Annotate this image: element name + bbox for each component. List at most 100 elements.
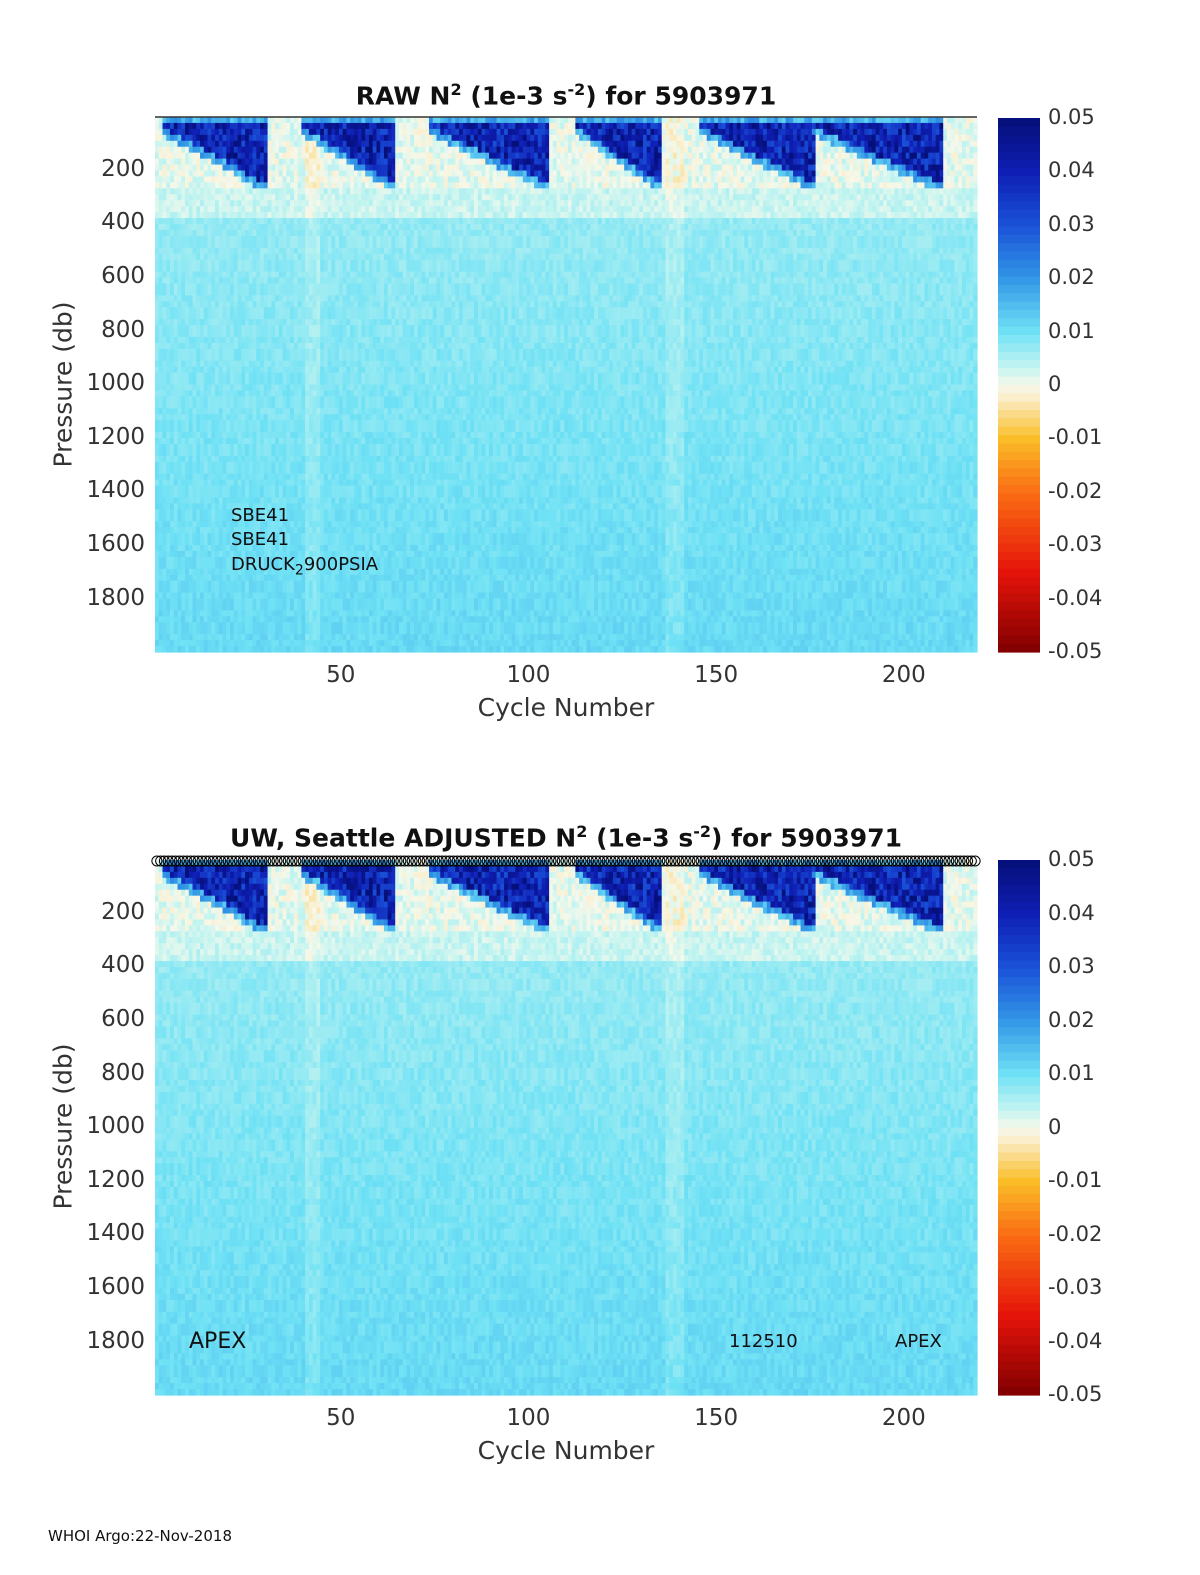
heatmap-cell (177, 253, 182, 261)
heatmap-cell (203, 586, 209, 594)
heatmap-cell (293, 568, 299, 576)
heatmap-cell (248, 194, 254, 201)
heatmap-cell (196, 509, 201, 516)
heatmap-cell (158, 527, 164, 534)
heatmap-cell (350, 253, 355, 261)
heatmap-cell (173, 295, 179, 302)
heatmap-cell (312, 420, 317, 427)
heatmap-cell (290, 556, 295, 564)
heatmap-cell (218, 366, 224, 374)
heatmap-cell (323, 158, 329, 166)
heatmap-cell (203, 628, 209, 635)
heatmap-cell (316, 354, 321, 362)
heatmap-cell (177, 473, 182, 481)
heatmap-cell (245, 265, 250, 273)
heatmap-cell (215, 449, 220, 457)
heatmap-cell (196, 194, 201, 201)
heatmap-cell (192, 188, 197, 195)
heatmap-cell (290, 360, 295, 368)
heatmap-cell (312, 235, 317, 243)
heatmap-cell (177, 515, 182, 522)
heatmap-cell (335, 396, 340, 403)
heatmap-cell (245, 122, 250, 130)
heatmap-cell (297, 414, 302, 421)
heatmap-cell (338, 283, 344, 290)
heatmap-cell (320, 354, 325, 362)
heatmap-cell (173, 325, 179, 332)
heatmap-cell (188, 390, 194, 397)
heatmap-cell (173, 426, 179, 433)
heatmap-cell (320, 485, 325, 493)
heatmap-cell (312, 604, 317, 611)
heatmap-cell (215, 188, 220, 195)
heatmap-cell (361, 235, 366, 243)
heatmap-cell (260, 241, 265, 249)
heatmap-cell (263, 646, 269, 653)
heatmap-cell (327, 218, 333, 225)
heatmap-cell (305, 610, 310, 617)
heatmap-cell (290, 182, 295, 189)
heatmap-cell (158, 122, 164, 130)
heatmap-cell (353, 586, 359, 594)
heatmap-cell (275, 420, 280, 427)
heatmap-cell (226, 229, 231, 237)
heatmap-cell (301, 461, 306, 469)
heatmap-cell (181, 319, 186, 326)
heatmap-cell (185, 134, 190, 142)
heatmap-cell (267, 152, 272, 160)
heatmap-cell (256, 378, 261, 386)
heatmap-cell (177, 354, 182, 362)
heatmap-cell (350, 580, 355, 588)
heatmap-cell (181, 622, 186, 629)
heatmap-cell (271, 128, 276, 136)
heatmap-cell (308, 271, 314, 279)
heatmap-cell (218, 176, 224, 183)
heatmap-cell (218, 152, 224, 160)
heatmap-cell (357, 170, 363, 178)
heatmap-cell (252, 402, 257, 409)
heatmap-cell (316, 443, 321, 451)
heatmap-cell (196, 628, 201, 635)
heatmap-cell (342, 212, 348, 219)
heatmap-cell (166, 396, 171, 403)
heatmap-cell (301, 527, 306, 534)
heatmap-cell (335, 634, 340, 641)
heatmap-cell (338, 348, 344, 356)
heatmap-cell (312, 539, 317, 546)
heatmap-cell (335, 229, 340, 237)
heatmap-cell (211, 307, 216, 314)
heatmap-cell (271, 319, 276, 326)
heatmap-cell (342, 592, 348, 600)
heatmap-cell (275, 146, 280, 154)
heatmap-cell (335, 128, 340, 136)
heatmap-cell (200, 378, 205, 386)
heatmap-cell (353, 527, 359, 534)
heatmap-cell (267, 194, 272, 201)
heatmap-cell (338, 247, 344, 255)
heatmap-cell (192, 122, 197, 130)
heatmap-cell (301, 580, 306, 588)
heatmap-cell (233, 360, 239, 368)
heatmap-cell (271, 342, 276, 350)
heatmap-cell (282, 533, 287, 540)
heatmap-cell (215, 134, 220, 142)
heatmap-cell (158, 307, 164, 314)
heatmap-cell (357, 438, 363, 445)
heatmap-cell (211, 360, 216, 368)
heatmap-cell (237, 568, 242, 576)
heatmap-cell (230, 574, 235, 582)
heatmap-cell (215, 360, 220, 368)
heatmap-cell (256, 188, 261, 195)
heatmap-cell (173, 307, 179, 314)
heatmap-cell (353, 235, 359, 243)
heatmap-cell (252, 271, 257, 279)
heatmap-cell (271, 336, 276, 344)
heatmap-cell (290, 634, 295, 641)
heatmap-cell (316, 491, 321, 499)
heatmap-cell (222, 224, 227, 231)
heatmap-cell (207, 461, 212, 469)
heatmap-cell (282, 521, 287, 528)
heatmap-cell (331, 408, 336, 415)
heatmap-cell (357, 628, 363, 635)
heatmap-cell (218, 443, 224, 451)
